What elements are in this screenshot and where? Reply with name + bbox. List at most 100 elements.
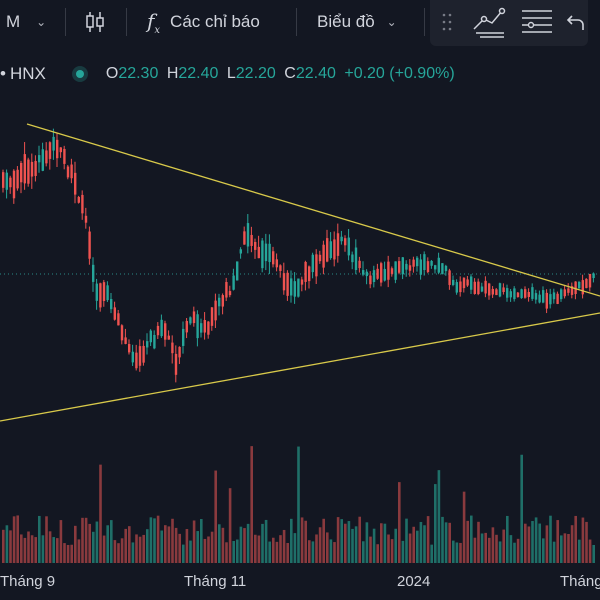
trendline-upper[interactable] (26, 123, 600, 297)
chart-button[interactable]: Biểu đồ ⌄ (317, 0, 397, 44)
volume-bars (2, 446, 595, 563)
candle-body (2, 172, 5, 188)
legend-header: • HNX O22.30 H22.40 L22.20 C22.40 +0.20 … (0, 58, 455, 90)
candle-body (477, 281, 480, 295)
candle-body (308, 266, 311, 282)
candle-body (351, 254, 354, 263)
volume-bar (452, 540, 455, 563)
volume-bar (592, 544, 595, 563)
volume-bar (394, 528, 397, 563)
candle-body (146, 341, 149, 348)
volume-bar (257, 535, 261, 563)
symbol-name[interactable]: HNX (9, 64, 46, 83)
candle-body (513, 288, 516, 300)
volume-bar (398, 482, 401, 563)
volume-bar (444, 522, 448, 563)
candle-body (189, 317, 192, 324)
candle-body (182, 328, 185, 346)
volume-bar (99, 464, 102, 563)
volume-bar (210, 531, 214, 563)
candle-body (74, 172, 77, 195)
candle-body (524, 289, 527, 298)
drawing-tool-icon[interactable] (470, 5, 506, 39)
volume-bar (336, 517, 340, 563)
candle-body (225, 282, 228, 298)
candle-body (434, 265, 437, 270)
volume-bar (218, 524, 221, 563)
candle-body (401, 257, 404, 275)
open-label: O (105, 65, 119, 82)
volume-bar (164, 525, 167, 563)
candle-body (236, 261, 239, 281)
candle-body (48, 142, 52, 159)
candle-body (70, 164, 73, 179)
trendline-lower[interactable] (0, 312, 600, 422)
volume-bar (300, 517, 304, 563)
candle-body (282, 273, 286, 291)
separator (65, 8, 66, 36)
volume-bar (542, 538, 545, 563)
candle-body (426, 261, 430, 273)
candle-body (556, 293, 559, 304)
candle-body (156, 325, 160, 336)
candle-body (300, 279, 304, 285)
indicators-label: Các chỉ báo (170, 12, 260, 31)
candle-body (261, 240, 264, 269)
volume-bar (120, 538, 124, 563)
drag-handle-icon[interactable] (442, 12, 452, 32)
candle-body (588, 273, 592, 288)
volume-bar (365, 522, 369, 563)
volume-bar (578, 539, 581, 563)
chevron-down-icon: ⌄ (36, 15, 47, 29)
candle-body (318, 254, 322, 262)
candle-body (77, 196, 80, 203)
candle-body (394, 261, 397, 280)
undo-icon[interactable] (566, 12, 586, 32)
candle-body (498, 283, 502, 297)
chart-type-button[interactable] (84, 0, 106, 44)
candle-body (20, 162, 23, 183)
candlesticks (2, 128, 595, 383)
candle-body (113, 307, 116, 320)
candle-body (405, 263, 408, 270)
volume-bar (376, 544, 379, 563)
volume-bar (459, 542, 462, 563)
candle-body (167, 335, 170, 340)
volume-bar (38, 515, 41, 563)
volume-bar (419, 521, 423, 563)
candle-body (365, 271, 368, 277)
volume-bar (243, 528, 246, 563)
candle-body (128, 344, 131, 353)
volume-bar (189, 540, 192, 563)
volume-bar (84, 517, 88, 563)
volume-bar (228, 488, 232, 563)
volume-bar (63, 543, 66, 563)
candle-body (516, 292, 520, 298)
volume-bar (149, 517, 153, 563)
volume-bar (354, 526, 358, 563)
volume-bar (185, 529, 189, 563)
candle-body (502, 287, 505, 293)
candle-body (347, 237, 350, 256)
volume-bar (23, 537, 27, 563)
interval-selector[interactable]: M ⌄ (6, 0, 46, 44)
volume-bar (16, 515, 19, 563)
menu-lines-icon[interactable] (520, 5, 554, 39)
candle-body (286, 272, 289, 296)
volume-bar (509, 535, 513, 563)
volume-bar (333, 542, 336, 563)
volume-bar (142, 534, 145, 563)
volume-bar (232, 540, 235, 563)
candle-body (311, 254, 314, 273)
candle-body (441, 263, 444, 275)
candle-body (27, 159, 30, 184)
volume-bar (549, 515, 552, 563)
volume-bar (480, 533, 484, 563)
low-value: 22.20 (235, 65, 276, 82)
candle-body (246, 223, 250, 247)
candle-body (99, 283, 102, 308)
volume-bar (246, 523, 250, 563)
volume-bar (322, 518, 325, 563)
indicators-button[interactable]: fx Các chỉ báo (147, 0, 260, 44)
